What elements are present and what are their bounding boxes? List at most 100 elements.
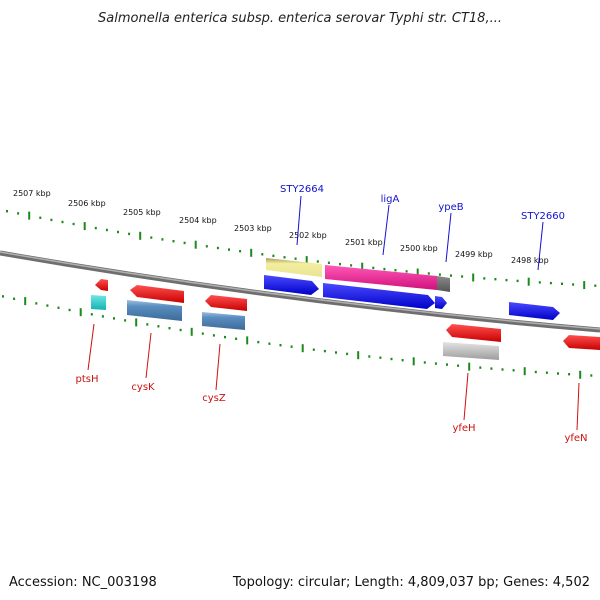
scale-label: 2498 kbp [511,256,549,265]
gene-feature-red-3[interactable] [446,324,501,342]
scale-tick-minor [72,222,75,226]
gene-label-ptsh[interactable]: ptsH [76,374,99,385]
scale-label: 2506 kbp [68,199,106,208]
scale-tick-minor [438,273,441,276]
gene-label-cysz[interactable]: cysZ [202,393,226,404]
scale-tick-minor [339,262,341,266]
scale-tick-minor [405,270,408,273]
scale-tick-minor [201,332,204,335]
scale-tick-minor [423,361,426,364]
scale-tick-major [250,248,253,257]
scale-tick-minor [561,282,563,285]
scale-tick-minor [235,337,238,340]
scale-label: 2499 kbp [455,250,493,259]
gene-label-sty2664[interactable]: STY2664 [280,184,324,195]
gene-feature-blue-2[interactable] [323,283,435,309]
scale-ticks-inner [2,295,593,379]
scale-tick-minor [128,232,131,236]
gene-feature-ptsh[interactable] [91,295,106,310]
scale-tick-major [28,211,31,220]
genome-backbone [0,250,600,333]
scale-tick-minor [279,344,282,347]
gene-feature-sty2660[interactable] [509,302,560,320]
scale-tick-minor [512,369,515,372]
leader-line [145,332,152,379]
scale-tick-minor [294,257,297,260]
gene-label-yfen[interactable]: yfeN [564,433,587,444]
scale-tick-minor [401,359,404,362]
gene-label-sty2660[interactable]: STY2660 [521,211,565,222]
scale-tick-minor [368,355,371,358]
scale-tick-minor [6,210,8,213]
scale-tick-minor [205,245,208,248]
scale-tick-minor [557,372,559,375]
leader-line [537,221,544,271]
gene-feature-cysz[interactable] [202,312,245,330]
scale-tick-minor [150,236,153,239]
scale-label: 2501 kbp [345,238,383,247]
scale-tick-major [79,308,82,317]
gene-feature-red-small[interactable] [95,279,108,291]
leader-line [463,372,469,421]
scale-tick-minor [505,278,508,282]
scale-labels: 2507 kbp 2506 kbp 2505 kbp 2504 kbp 2503… [13,189,549,265]
scale-tick-major [305,256,308,265]
scale-tick-minor [183,241,186,245]
scale-label: 2502 kbp [289,231,327,240]
gene-feature-yfen[interactable] [563,335,600,350]
gene-feature-cysk[interactable] [127,300,182,321]
scale-tick-minor [290,345,293,348]
scale-tick-minor [545,371,548,374]
gene-feature-liga-tail [437,276,450,292]
gene-label-yfeh[interactable]: yfeH [452,423,475,434]
scale-tick-minor [516,279,519,283]
scale-tick-minor [572,283,575,286]
scale-tick-minor [450,274,452,277]
scale-tick-minor [57,306,60,309]
genome-summary-text: Topology: circular; Length: 4,809,037 bp… [232,575,590,590]
scale-tick-minor [323,349,326,353]
scale-tick-minor [490,367,493,370]
scale-tick-minor [372,266,375,270]
scale-tick-minor [101,315,104,318]
scale-tick-major [523,367,526,376]
scale-tick-major [361,262,364,271]
scale-tick-minor [94,226,97,230]
scale-tick-major [139,231,142,240]
gene-feature-red-2[interactable] [205,295,247,311]
gene-label-ypeb[interactable]: ypeB [438,202,463,213]
scale-tick-minor [216,246,219,250]
scale-tick-minor [272,254,275,257]
scale-tick-minor [494,278,497,281]
scale-label: 2503 kbp [234,224,272,233]
scale-tick-minor [335,351,337,354]
scale-tick-minor [228,248,230,251]
leader-line [215,343,221,391]
scale-tick-minor [501,368,504,371]
scale-tick-minor [68,308,71,312]
gene-feature-liga[interactable] [325,265,437,290]
top-gene-labels: STY2664 ligA ypeB STY2660 [280,184,565,271]
scale-tick-minor [35,302,38,305]
gene-label-liga[interactable]: ligA [381,194,400,205]
scale-tick-major [246,336,249,345]
scale-tick-minor [61,220,64,224]
scale-label: 2500 kbp [400,244,438,253]
scale-tick-minor [146,323,149,326]
gene-feature-blue-1[interactable] [264,275,319,295]
gene-feature-sty2664[interactable] [266,258,322,277]
scale-tick-minor [590,374,593,377]
leader-line [87,323,95,371]
gene-label-cysk[interactable]: cysK [131,382,155,393]
scale-tick-major [194,240,197,249]
features-outer [264,258,560,320]
scale-tick-minor [390,357,393,361]
leader-line [382,204,390,256]
gene-feature-yfeh[interactable] [443,342,499,360]
scale-tick-minor [327,261,330,264]
gene-feature-ypeb[interactable] [435,296,447,309]
gene-feature-red-1[interactable] [130,285,184,303]
scale-tick-minor [316,260,319,263]
scale-tick-minor [568,373,571,376]
